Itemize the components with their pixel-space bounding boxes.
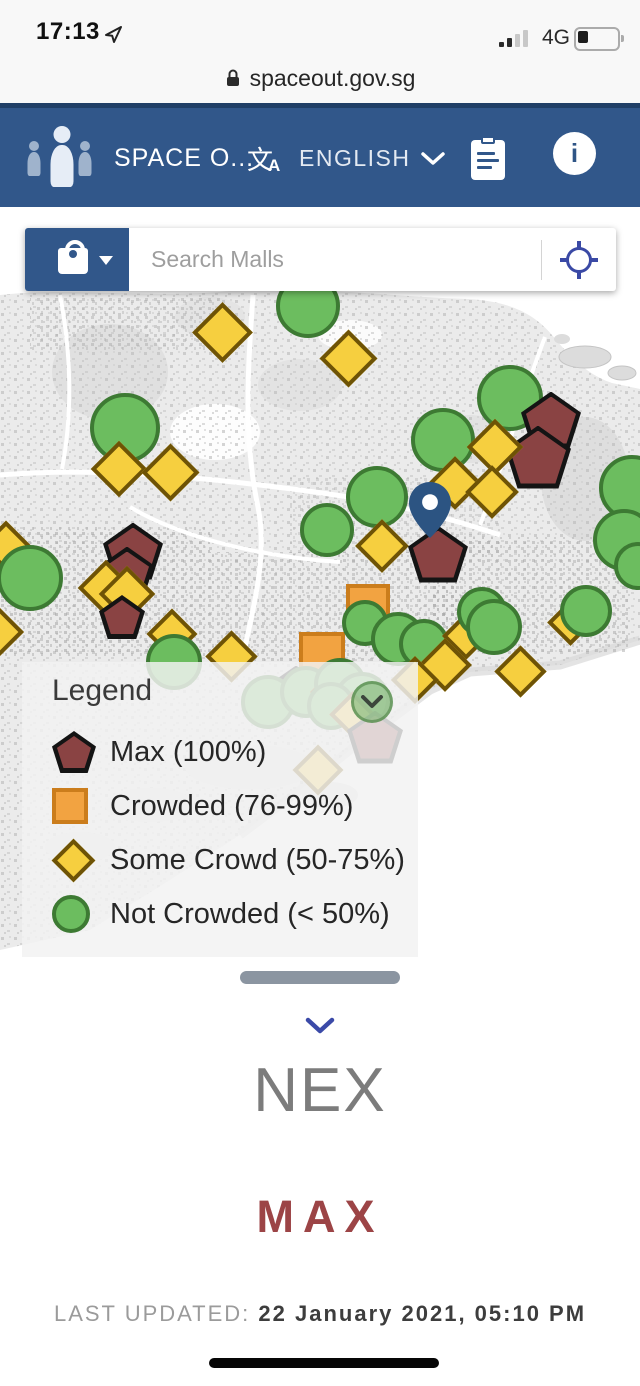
last-updated-value: 22 January 2021, 05:10 PM — [258, 1301, 587, 1326]
map-marker-not-crowded[interactable] — [0, 545, 63, 611]
legend-item-label: Crowded (76-99%) — [110, 789, 354, 822]
search-bar — [25, 228, 616, 291]
shopping-bag-icon — [58, 240, 88, 274]
network-type: 4G — [542, 26, 571, 49]
bottom-sheet: NEX MAX LAST UPDATED: 22 January 2021, 0… — [0, 957, 640, 1386]
language-selector[interactable]: ENGLISH — [299, 145, 411, 171]
map-marker-max[interactable] — [521, 391, 581, 449]
last-updated: LAST UPDATED: 22 January 2021, 05:10 PM — [0, 1301, 640, 1327]
legend-content: Legend Max (100%) Crowded (76-99%) Some Cr… — [51, 674, 405, 946]
signal-icon — [499, 30, 533, 47]
mall-name: NEX — [253, 1056, 387, 1125]
caret-down-icon — [99, 256, 113, 265]
pentagon-legend-icon — [52, 731, 96, 773]
lock-icon — [226, 69, 239, 86]
app-title: SPACE O... — [114, 144, 255, 172]
language-chevron-down-icon[interactable] — [421, 152, 445, 166]
map-marker-not-crowded[interactable] — [560, 585, 612, 637]
location-arrow-icon — [105, 26, 122, 43]
legend-item: Max (100%) — [52, 730, 405, 774]
url-text: spaceout.gov.sg — [249, 64, 416, 91]
map-collapse-button[interactable] — [351, 681, 393, 723]
legend-item-label: Max (100%) — [110, 735, 267, 768]
diamond-legend-icon — [51, 838, 96, 882]
mall-status-badge: MAX — [256, 1191, 384, 1242]
home-indicator — [209, 1358, 439, 1368]
chevron-down-icon — [361, 695, 383, 708]
map-marker-not-crowded[interactable] — [90, 393, 160, 463]
sheet-chevron-down-icon[interactable] — [305, 1017, 335, 1035]
legend-item: Not Crowded (< 50%) — [52, 892, 405, 936]
survey-clipboard-button[interactable] — [471, 136, 505, 180]
legend-item-label: Some Crowd (50-75%) — [110, 843, 405, 876]
clock: 17:13 — [36, 18, 100, 45]
browser-chrome: 17:13 4G spaceout.gov.sg — [0, 0, 640, 103]
map-marker-max[interactable] — [408, 525, 468, 583]
circle-legend-icon — [52, 895, 90, 933]
crosshair-icon — [560, 240, 598, 279]
legend-rows: Max (100%) Crowded (76-99%) Some Crowd (50… — [51, 730, 405, 936]
legend-panel: Legend Max (100%) Crowded (76-99%) Some Cr… — [22, 662, 418, 957]
legend-item-label: Not Crowded (< 50%) — [110, 897, 390, 930]
map-marker-not-crowded[interactable] — [300, 503, 354, 557]
battery-icon — [574, 27, 624, 51]
info-button[interactable]: i — [553, 132, 596, 175]
square-legend-icon — [52, 788, 88, 824]
legend-item: Crowded (76-99%) — [52, 784, 405, 828]
sheet-drag-handle[interactable] — [240, 971, 400, 984]
locate-me-button[interactable] — [542, 228, 616, 291]
divider — [541, 239, 542, 280]
legend-item: Some Crowd (50-75%) — [51, 838, 405, 882]
last-updated-label: LAST UPDATED: — [53, 1301, 251, 1326]
search-input[interactable] — [129, 246, 541, 273]
map-marker-not-crowded[interactable] — [346, 466, 408, 528]
map-marker-not-crowded[interactable] — [466, 599, 522, 655]
map-marker-not-crowded[interactable] — [411, 408, 475, 472]
legend-title: Legend — [52, 674, 153, 707]
map-marker-selected-pin[interactable] — [409, 482, 451, 538]
category-dropdown-button[interactable] — [25, 228, 129, 291]
address-bar[interactable]: spaceout.gov.sg — [0, 58, 640, 98]
